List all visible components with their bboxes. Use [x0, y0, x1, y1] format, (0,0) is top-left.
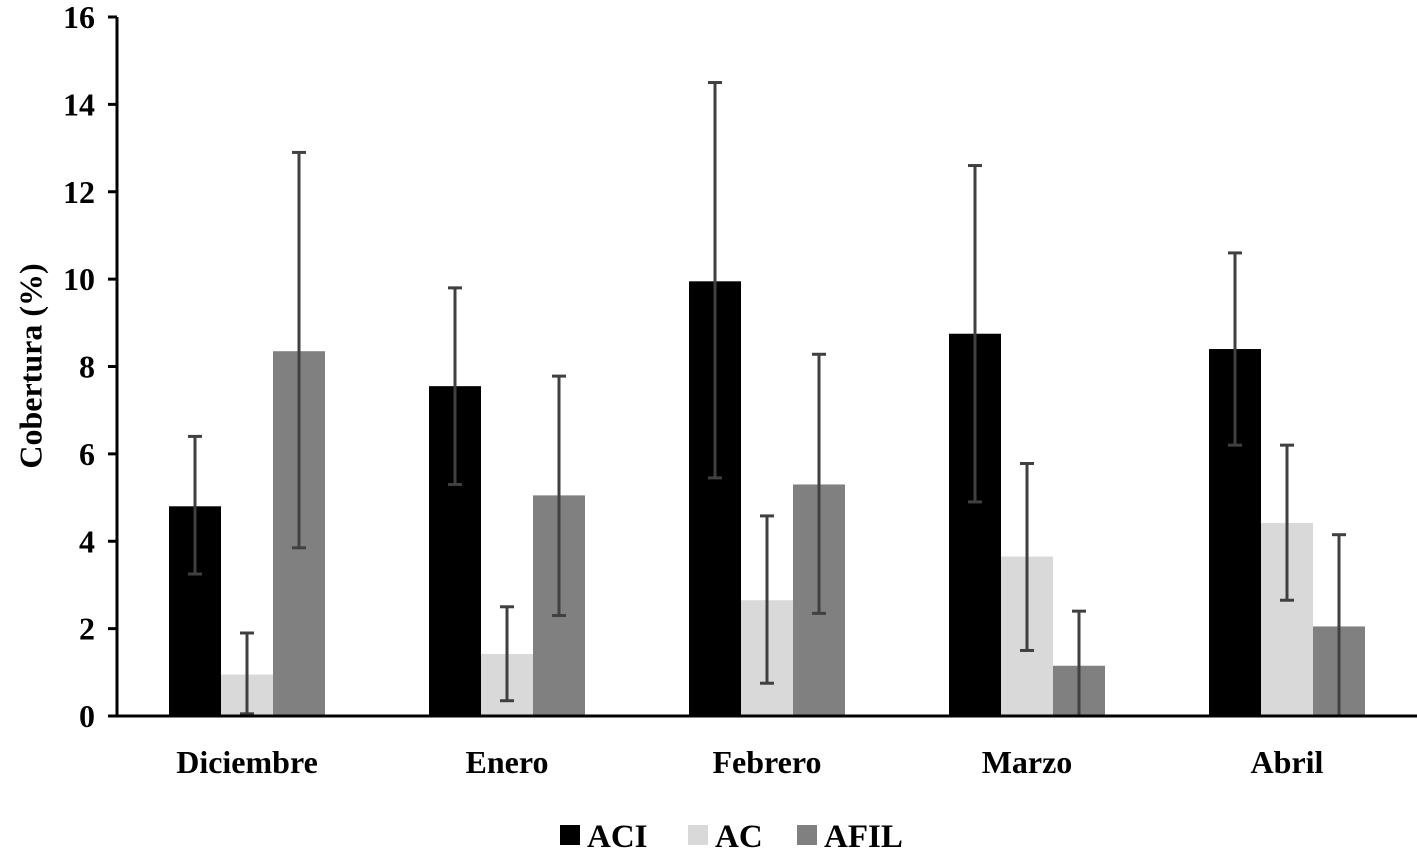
- error-bar-aci-febrero: [708, 81, 722, 480]
- error-bar-aci-enero: [448, 286, 462, 486]
- y-tick-label: 0: [79, 698, 95, 734]
- x-tick-label: Enero: [466, 744, 549, 780]
- x-tick-label: Febrero: [713, 744, 822, 780]
- legend-label: AFIL: [824, 819, 903, 853]
- y-tick-label: 2: [79, 611, 95, 647]
- legend-swatch: [688, 825, 708, 845]
- legend-item-ac: AC: [688, 819, 763, 855]
- error-bar-ac-marzo: [1020, 461, 1034, 652]
- y-tick-label: 16: [63, 0, 95, 35]
- x-tick-label: Diciembre: [176, 744, 318, 780]
- y-axis-label: Cobertura (%): [12, 263, 48, 468]
- x-tick-labels: Diciembre Enero Febrero Marzo Abril: [176, 744, 1323, 780]
- y-tick-label: 8: [79, 349, 95, 385]
- axes-layer: [108, 15, 1417, 718]
- error-bar-aci-marzo: [968, 164, 982, 504]
- error-bar-afil-diciembre: [292, 150, 306, 550]
- legend: ACI AC AFIL: [560, 819, 903, 855]
- error-bar-ac-abril: [1280, 443, 1294, 602]
- error-bars-layer: [188, 81, 1346, 718]
- legend-label: ACI: [587, 819, 648, 853]
- x-tick-label: Abril: [1251, 744, 1324, 780]
- error-bar-aci-abril: [1228, 251, 1242, 447]
- error-bar-ac-enero: [500, 605, 514, 703]
- error-bar-ac-diciembre: [240, 631, 254, 716]
- error-bar-afil-febrero: [812, 352, 826, 615]
- y-tick-label: 10: [63, 261, 95, 297]
- y-tick-label: 6: [79, 436, 95, 472]
- y-tick-labels: 0 2 4 6 8 10 12 14 16: [63, 0, 95, 734]
- y-tick-label: 12: [63, 174, 95, 210]
- error-bar-aci-diciembre: [188, 434, 202, 576]
- y-tick-label: 14: [63, 86, 95, 122]
- legend-item-afil: AFIL: [797, 819, 903, 855]
- legend-swatch: [560, 825, 580, 845]
- error-bar-ac-febrero: [760, 514, 774, 685]
- legend-swatch: [797, 825, 817, 845]
- error-bar-afil-enero: [552, 374, 566, 618]
- y-tick-label: 4: [79, 523, 95, 559]
- legend-label: AC: [715, 819, 763, 853]
- legend-item-aci: ACI: [560, 819, 648, 855]
- x-tick-label: Marzo: [982, 744, 1073, 780]
